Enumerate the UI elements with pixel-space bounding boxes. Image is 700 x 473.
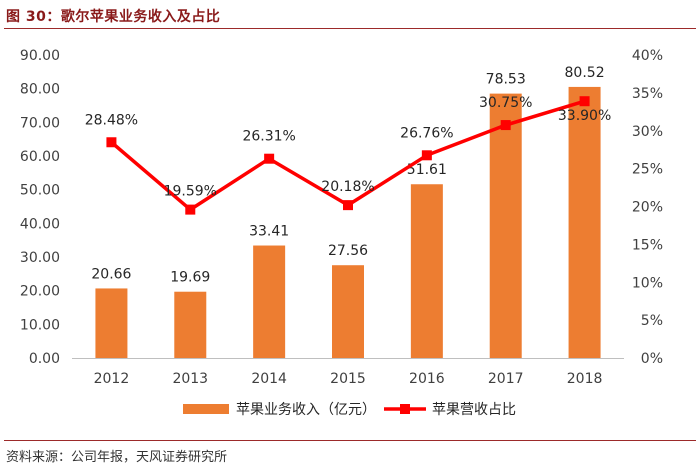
y-left-tick-label: 90.00 (20, 48, 60, 64)
x-tick-label: 2015 (330, 371, 366, 387)
y-left-tick-label: 0.00 (29, 351, 60, 367)
y-left-tick-label: 50.00 (20, 183, 60, 199)
line-data-label: 26.31% (242, 129, 295, 145)
bar (568, 86, 601, 358)
y-right-tick-label: 10% (632, 275, 663, 291)
y-right-tick-label: 0% (641, 351, 663, 367)
bar (332, 265, 364, 358)
y-right-tick-label: 30% (632, 124, 663, 140)
x-tick-label: 2013 (172, 371, 208, 387)
bar-data-label: 19.69 (170, 270, 210, 286)
x-tick-label: 2017 (488, 371, 524, 387)
y-right-tick-label: 40% (632, 48, 663, 64)
bar-data-label: 20.66 (91, 266, 131, 282)
y-right-tick-label: 35% (632, 86, 663, 102)
line-data-label: 33.90% (558, 108, 611, 124)
line-data-label: 30.75% (479, 95, 532, 111)
bar (410, 184, 443, 358)
y-left-tick-label: 60.00 (20, 149, 60, 165)
title-divider (4, 28, 696, 29)
bar (253, 245, 286, 358)
line-marker (421, 150, 432, 161)
line-data-label: 26.76% (400, 125, 453, 141)
bar-series: 20.66 19.69 33.41 27.56 51.61 78.53 80.52 (91, 65, 605, 359)
y-axis-left: 0.00 10.00 20.00 30.00 40.00 50.00 60.00 70.00 8… (20, 48, 60, 367)
x-tick-label: 2018 (567, 371, 603, 387)
line-marker (185, 204, 196, 215)
line-marker (343, 200, 353, 211)
line-series: 28.48% 19.59% 26.31% 20.18% 26.76% 30.75% 33.9… (85, 95, 611, 215)
bar-data-label: 51.61 (407, 162, 447, 178)
legend-bar-label: 苹果业务收入（亿元） (236, 402, 376, 418)
bar (489, 93, 522, 359)
y-left-tick-label: 10.00 (20, 317, 60, 333)
x-axis: 2012 2013 2014 2015 2016 2017 2018 (94, 371, 603, 387)
line-marker (579, 96, 590, 107)
x-tick-label: 2012 (94, 371, 130, 387)
bar-data-label: 78.53 (486, 72, 526, 88)
y-axis-right: 0% 5% 10% 15% 20% 25% 30% 35% 40% (632, 48, 663, 367)
source-divider (4, 440, 696, 441)
y-right-tick-label: 20% (632, 200, 663, 216)
x-tick-label: 2014 (251, 371, 287, 387)
y-right-tick-label: 5% (641, 313, 663, 329)
legend-line-marker (400, 404, 410, 414)
y-left-tick-label: 80.00 (20, 82, 60, 98)
y-left-tick-label: 40.00 (20, 216, 60, 232)
source-note: 资料来源：公司年报，天风证券研究所 (6, 450, 228, 465)
bar (95, 288, 128, 358)
chart-title: 图 30：歌尔苹果业务收入及占比 (6, 9, 221, 25)
y-right-tick-label: 15% (632, 237, 663, 253)
y-left-tick-label: 70.00 (20, 115, 60, 131)
bar-data-label: 80.52 (565, 65, 605, 81)
y-right-tick-label: 25% (632, 162, 663, 178)
legend-line-label: 苹果营收占比 (432, 402, 516, 418)
line-marker (106, 137, 117, 148)
y-left-tick-label: 30.00 (20, 250, 60, 266)
legend: 苹果业务收入（亿元） 苹果营收占比 (183, 402, 516, 418)
line-data-label: 28.48% (85, 112, 138, 128)
line-marker (500, 120, 511, 131)
line-data-label: 19.59% (164, 184, 217, 200)
x-tick-label: 2016 (409, 371, 445, 387)
line-data-label: 20.18% (321, 179, 374, 195)
line-marker (264, 153, 275, 164)
bar-data-label: 33.41 (249, 224, 289, 240)
bar-data-label: 27.56 (328, 243, 368, 259)
bar (174, 291, 207, 358)
y-left-tick-label: 20.00 (20, 284, 60, 300)
legend-bar-swatch (183, 404, 229, 414)
